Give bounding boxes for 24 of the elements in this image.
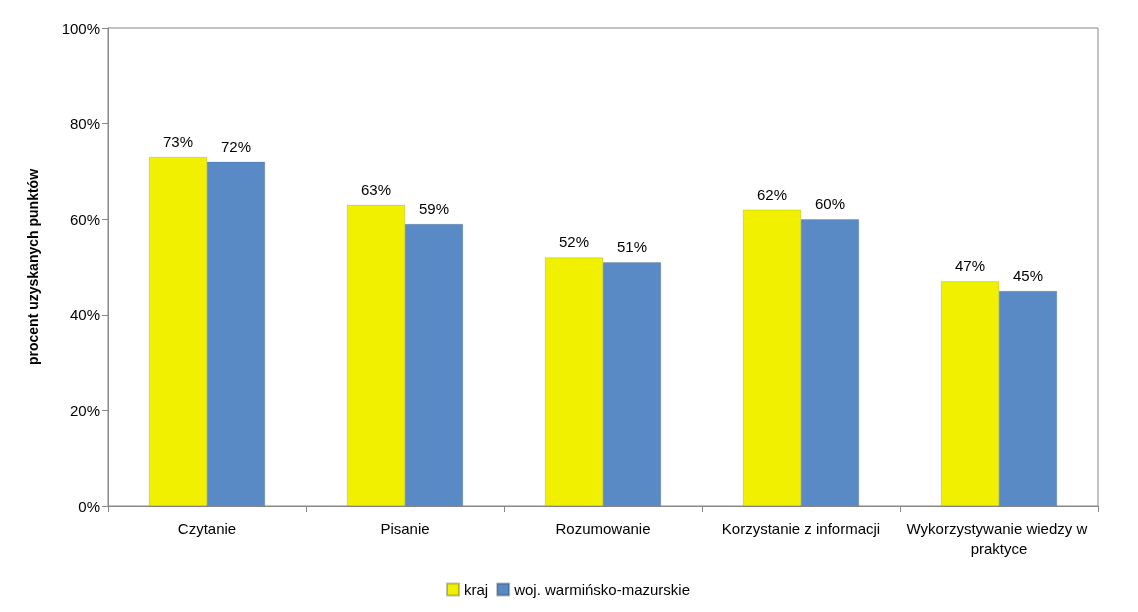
data-label: 59% — [418, 199, 450, 217]
data-label: 51% — [616, 238, 648, 256]
data-label: 47% — [954, 257, 986, 275]
x-tick-label: Rozumowanie — [555, 519, 651, 537]
data-label: 73% — [162, 133, 194, 151]
legend-label: kraj — [463, 581, 489, 598]
data-label: 52% — [558, 233, 590, 251]
x-tick-label: Pisanie — [380, 519, 430, 537]
y-tick-label: 40% — [69, 306, 100, 324]
y-tick-label: 100% — [61, 19, 100, 37]
x-tick-label: Czytanie — [177, 519, 237, 537]
data-label: 62% — [756, 185, 788, 203]
y-tick-label: 20% — [69, 401, 100, 419]
x-tick-label: Wykorzystywanie wiedzy w praktyce — [906, 519, 1092, 557]
data-label: 60% — [814, 195, 846, 213]
x-tick-label: Korzystanie z informacji — [721, 519, 881, 537]
data-label: 72% — [220, 137, 252, 155]
data-label: 63% — [360, 180, 392, 198]
y-tick-label: 80% — [69, 115, 100, 133]
data-label: 45% — [1012, 266, 1044, 284]
y-tick-label: 0% — [78, 497, 100, 515]
y-axis-title: procent uzyskanych punktów — [25, 168, 41, 366]
legend-label: woj. warmińsko-mazurskie — [513, 581, 691, 598]
y-tick-label: 60% — [69, 210, 100, 228]
